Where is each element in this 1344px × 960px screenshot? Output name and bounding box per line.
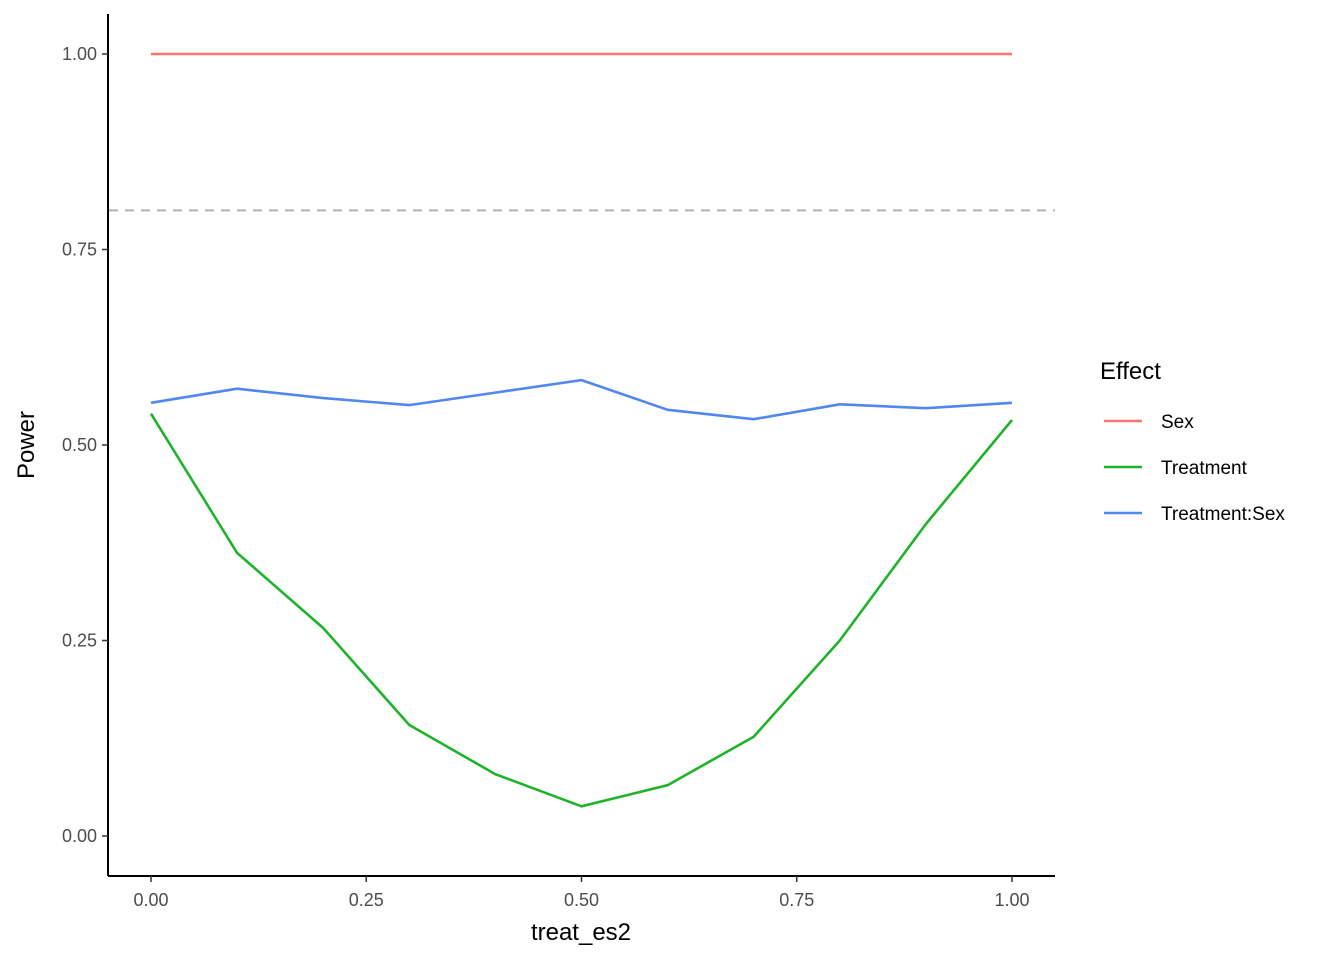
x-tick-label: 0.25 (349, 890, 384, 910)
y-tick-label: 0.75 (62, 240, 97, 260)
y-tick-label: 0.25 (62, 631, 97, 651)
x-tick-label: 0.75 (779, 890, 814, 910)
x-axis-ticks: 0.00 0.25 0.50 0.75 1.00 (133, 876, 1030, 910)
y-axis-title: Power (13, 411, 40, 479)
legend-label-sex: Sex (1161, 412, 1194, 433)
legend-label-treatment-sex: Treatment:Sex (1161, 504, 1285, 525)
x-tick-label: 0.50 (564, 890, 599, 910)
x-tick-label: 1.00 (994, 890, 1029, 910)
legend-items: Sex Treatment Treatment:Sex (1104, 412, 1285, 525)
y-tick-label: 1.00 (62, 44, 97, 64)
series-line-treatment-sex (150, 378, 1013, 421)
legend-title: Effect (1100, 358, 1161, 385)
x-axis-title: treat_es2 (531, 919, 631, 946)
series-line-treatment (149, 413, 1014, 808)
y-tick-label: 0.00 (62, 826, 97, 846)
series-layer (149, 52, 1014, 808)
legend: Effect Sex Treatment Treatment:Sex (1100, 358, 1285, 525)
legend-label-treatment: Treatment (1161, 458, 1248, 479)
y-tick-label: 0.50 (62, 435, 97, 455)
y-axis-ticks: 0.00 0.25 0.50 0.75 1.00 (62, 44, 108, 846)
x-tick-label: 0.00 (133, 890, 168, 910)
